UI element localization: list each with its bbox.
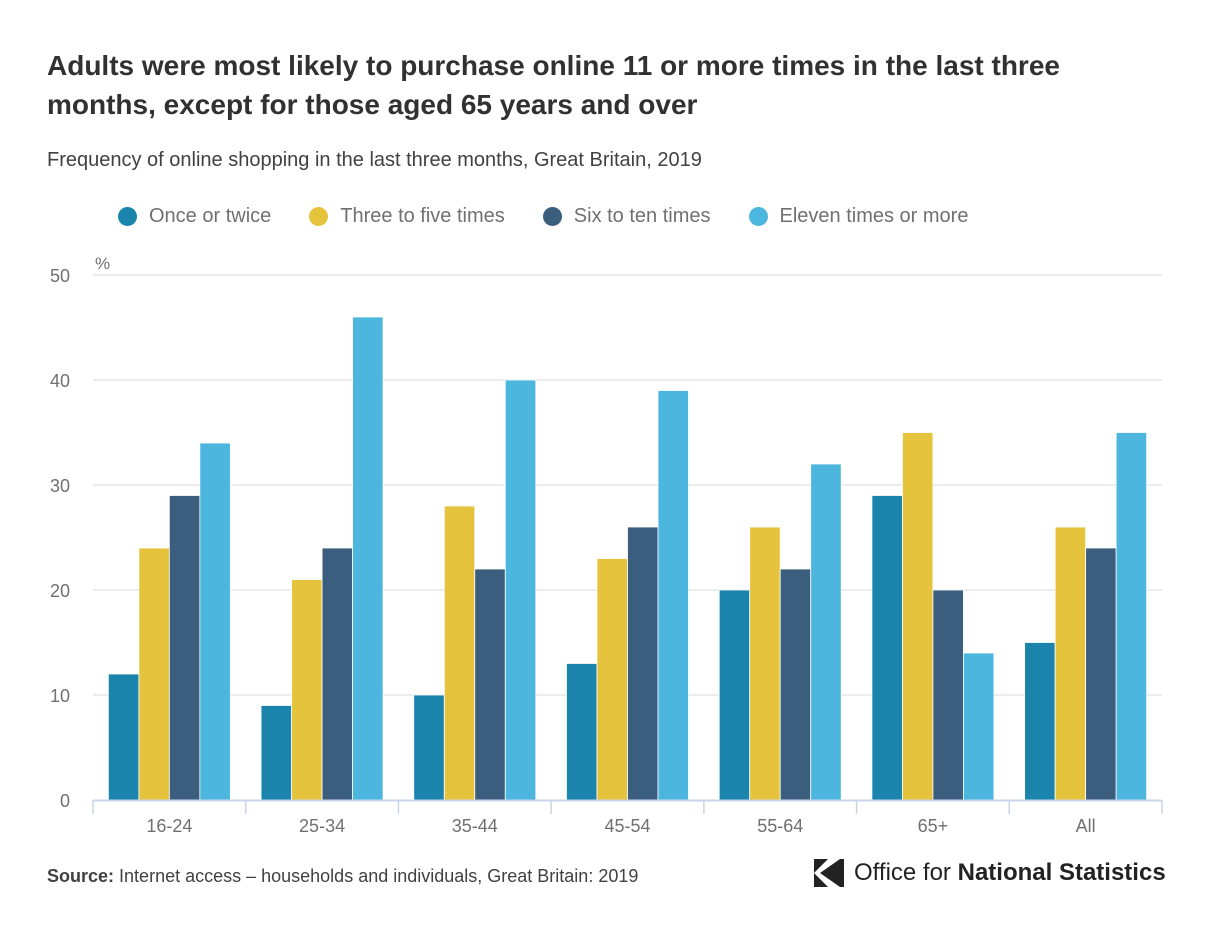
legend-item[interactable]: Three to five times bbox=[309, 205, 505, 228]
legend-label: Eleven times or more bbox=[779, 205, 969, 227]
y-tick-label: 50 bbox=[50, 266, 70, 286]
legend-swatch bbox=[748, 207, 768, 226]
bar bbox=[413, 694, 445, 801]
y-tick-label: 30 bbox=[50, 476, 70, 496]
chart-subtitle: Frequency of online shopping in the last… bbox=[47, 149, 702, 171]
bar bbox=[779, 568, 812, 801]
chart-title: Adults were most likely to purchase onli… bbox=[47, 50, 1060, 120]
y-tick-label: 0 bbox=[60, 791, 70, 811]
bar bbox=[138, 547, 170, 801]
legend-label: Three to five times bbox=[340, 205, 505, 227]
ons-logo-icon bbox=[814, 859, 844, 887]
legend-item[interactable]: Once or twice bbox=[118, 205, 271, 228]
bar bbox=[718, 589, 751, 801]
bar bbox=[810, 463, 842, 801]
x-tick-label: 45-54 bbox=[604, 816, 650, 836]
bar bbox=[1115, 432, 1148, 801]
bar bbox=[963, 652, 995, 801]
y-axis-unit: % bbox=[95, 254, 110, 273]
bar bbox=[566, 663, 598, 801]
bar bbox=[627, 526, 659, 801]
y-tick-label: 20 bbox=[50, 581, 70, 601]
bar bbox=[932, 589, 964, 801]
legend-item[interactable]: Six to ten times bbox=[542, 205, 711, 228]
bar bbox=[871, 495, 903, 801]
bar bbox=[657, 390, 689, 801]
legend-swatch bbox=[118, 207, 137, 226]
bar bbox=[260, 705, 292, 801]
x-tick-label: 16-24 bbox=[146, 816, 192, 836]
bar bbox=[474, 568, 506, 801]
bar bbox=[1085, 547, 1117, 801]
bar bbox=[596, 558, 628, 801]
ons-logo[interactable]: Office for National Statistics bbox=[812, 857, 1166, 889]
x-tick-label: 25-34 bbox=[299, 816, 345, 836]
bar bbox=[199, 442, 231, 801]
bar bbox=[749, 526, 781, 801]
source-text: Internet access – households and individ… bbox=[119, 866, 639, 886]
bar bbox=[321, 547, 353, 801]
bar bbox=[1024, 642, 1056, 801]
x-tick-label: 65+ bbox=[918, 816, 949, 836]
legend-swatch bbox=[309, 207, 329, 226]
bar bbox=[168, 495, 201, 801]
bar bbox=[291, 579, 323, 801]
bar bbox=[107, 673, 140, 801]
legend-label: Six to ten times bbox=[573, 205, 711, 227]
ons-logo-text-light: Office for bbox=[854, 859, 951, 886]
legend-label: Once or twice bbox=[149, 205, 272, 227]
y-tick-label: 40 bbox=[50, 371, 70, 391]
bar bbox=[443, 505, 476, 801]
legend: Once or twice Three to five times Six to t… bbox=[118, 205, 1006, 228]
x-tick-label: 55-64 bbox=[757, 816, 803, 836]
bar bbox=[902, 432, 934, 801]
bar-chart: 0 10 20 30 40 50% 16-24 25-34 35-44 45-54 55-64 65+… bbox=[50, 254, 1163, 836]
bar bbox=[352, 316, 384, 801]
ons-logo-text-bold: National Statistics bbox=[957, 859, 1166, 886]
legend-item[interactable]: Eleven times or more bbox=[748, 205, 969, 228]
legend-swatch bbox=[542, 207, 562, 226]
source-label: Source: bbox=[47, 866, 115, 886]
ons-logo-text: Office for National Statistics bbox=[854, 859, 1166, 887]
y-tick-label: 10 bbox=[50, 686, 70, 706]
bar bbox=[504, 379, 537, 801]
x-tick-label: All bbox=[1076, 816, 1096, 836]
source-note: Source: Internet access – households and… bbox=[47, 866, 638, 887]
x-tick-label: 35-44 bbox=[452, 816, 498, 836]
bar bbox=[1054, 526, 1087, 801]
